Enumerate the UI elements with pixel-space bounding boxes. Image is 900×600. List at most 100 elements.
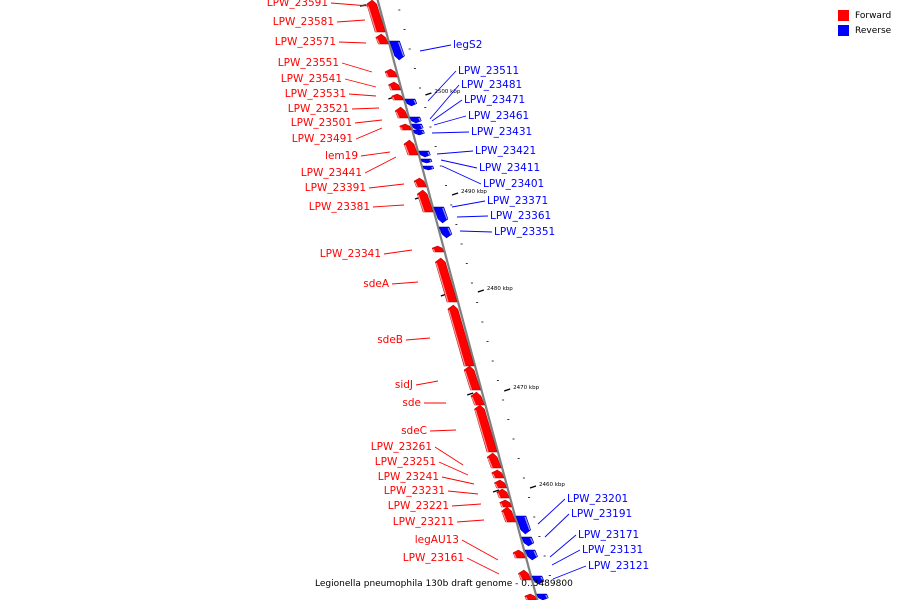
forward-gene-label[interactable]: LPW_23571 [275,36,336,48]
forward-gene-feature[interactable] [431,245,445,253]
feature-highlight [427,151,430,156]
forward-gene-label[interactable]: LPW_23551 [278,57,339,69]
forward-label-leader [360,151,391,157]
reverse-gene-label[interactable]: LPW_23481 [461,79,522,91]
feature-highlight [487,457,493,469]
forward-label-leader [441,476,475,485]
forward-gene-label[interactable]: LPW_23261 [371,441,432,453]
forward-label-leader [336,19,366,23]
reverse-gene-label[interactable]: LPW_23351 [494,226,555,238]
forward-label-leader [451,503,482,507]
reverse-gene-label[interactable]: LPW_23461 [468,110,529,122]
reverse-features [389,40,549,600]
forward-gene-label[interactable]: LPW_23381 [309,201,370,213]
forward-gene-label[interactable]: sdeC [401,425,427,437]
forward-label-leader [461,539,499,561]
forward-gene-label[interactable]: lem19 [325,150,358,162]
feature-highlight [500,503,504,508]
forward-gene-label[interactable]: LPW_23531 [285,88,346,100]
reverse-gene-feature[interactable] [515,515,532,535]
forward-gene-label[interactable]: LPW_23341 [320,248,381,260]
reverse-gene-label[interactable]: LPW_23431 [471,126,532,138]
reverse-gene-label[interactable]: LPW_23201 [567,493,628,505]
forward-gene-feature[interactable] [524,593,537,600]
forward-gene-label[interactable]: LPW_23211 [393,516,454,528]
forward-gene-feature[interactable] [494,479,507,489]
feature-highlight [540,576,544,582]
forward-gene-feature[interactable] [416,189,434,213]
forward-gene-label[interactable]: LPW_23491 [292,133,353,145]
forward-gene-feature[interactable] [491,469,505,479]
reverse-label-leader [433,115,467,126]
reverse-label-leader [427,70,457,102]
forward-gene-feature[interactable] [496,488,510,499]
forward-gene-label[interactable]: sde [402,397,421,409]
reverse-gene-label[interactable]: LPW_23121 [588,560,649,572]
forward-gene-label[interactable]: LPW_23161 [403,552,464,564]
feature-highlight [432,248,436,253]
forward-gene-label[interactable]: LPW_23521 [288,103,349,115]
reverse-gene-feature[interactable] [389,40,405,61]
reverse-label-leader [431,131,470,134]
forward-gene-feature[interactable] [366,0,386,33]
reverse-gene-label[interactable]: LPW_23171 [578,529,639,541]
reverse-gene-feature[interactable] [422,165,435,171]
forward-gene-label[interactable]: LPW_23231 [384,485,445,497]
forward-gene-feature[interactable] [512,549,526,559]
reverse-gene-label[interactable]: LPW_23131 [582,544,643,556]
forward-gene-label[interactable]: LPW_23221 [388,500,449,512]
forward-gene-feature[interactable] [413,177,427,188]
forward-features [366,0,537,600]
forward-gene-feature[interactable] [375,33,389,45]
forward-gene-feature[interactable] [474,404,498,453]
forward-label-leader [434,446,464,466]
forward-label-leader [456,519,485,523]
forward-gene-label[interactable]: sdeA [363,278,390,290]
reverse-gene-label[interactable]: LPW_23191 [571,508,632,520]
forward-gene-label[interactable]: sidJ [395,379,413,391]
forward-gene-feature[interactable] [447,304,475,367]
reverse-gene-feature[interactable] [412,129,425,136]
forward-gene-feature[interactable] [388,81,401,91]
forward-gene-label[interactable]: LPW_23541 [281,73,342,85]
feature-highlight [442,207,448,220]
reverse-gene-label[interactable]: LPW_23361 [490,210,551,222]
forward-gene-label[interactable]: LPW_23241 [378,471,439,483]
forward-gene-label[interactable]: LPW_23391 [305,182,366,194]
forward-label-leader [354,119,383,124]
forward-gene-feature[interactable] [391,93,404,101]
forward-gene-feature[interactable] [384,68,398,78]
forward-gene-label[interactable]: LPW_23581 [273,16,334,28]
scale-label: 2460 kbp [539,482,565,488]
reverse-gene-label[interactable]: LPW_23401 [483,178,544,190]
feature-highlight [474,409,489,453]
feature-highlight [545,594,548,599]
forward-gene-feature[interactable] [499,499,512,508]
forward-gene-feature[interactable] [518,569,532,581]
reverse-gene-label[interactable]: LPW_23411 [479,162,540,174]
forward-labels: LPW_23591 LPW_23581 LPW_23571 LPW_23551 LPW_… [267,0,500,575]
reverse-gene-label[interactable]: LPW_23511 [458,65,519,77]
forward-gene-label[interactable]: LPW_23251 [375,456,436,468]
forward-gene-feature[interactable] [435,257,458,303]
reverse-gene-label[interactable]: legS2 [453,39,482,51]
forward-gene-feature[interactable] [463,365,481,391]
forward-gene-label[interactable]: LPW_23441 [301,167,362,179]
forward-gene-feature[interactable] [399,123,412,131]
reverse-gene-label[interactable]: LPW_23421 [475,145,536,157]
feature-highlight [431,166,434,169]
forward-gene-label[interactable]: LPW_23591 [267,0,328,9]
feature-highlight [497,492,501,499]
forward-label-leader [466,557,500,575]
feature-highlight [376,38,380,45]
reverse-label-leader [551,549,581,566]
forward-gene-label[interactable]: sdeB [377,334,403,346]
reverse-gene-feature[interactable] [420,158,433,164]
forward-gene-label[interactable]: LPW_23501 [291,117,352,129]
reverse-gene-label[interactable]: LPW_23371 [487,195,548,207]
reverse-gene-label[interactable]: LPW_23471 [464,94,525,106]
reverse-label-leader [436,150,474,155]
forward-label-leader [438,461,469,476]
reverse-label-leader [544,513,570,538]
forward-gene-label[interactable]: legAU13 [415,534,459,546]
